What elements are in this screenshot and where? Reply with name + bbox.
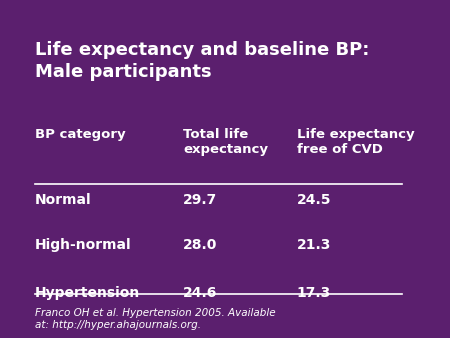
Text: Life expectancy and baseline BP:
Male participants: Life expectancy and baseline BP: Male pa…	[35, 41, 369, 81]
Text: 24.6: 24.6	[183, 286, 218, 299]
Text: 17.3: 17.3	[297, 286, 331, 299]
Text: 28.0: 28.0	[183, 238, 218, 252]
Text: BP category: BP category	[35, 128, 126, 141]
Text: Franco OH et al. Hypertension 2005. Available
at: http://hyper.ahajournals.org.: Franco OH et al. Hypertension 2005. Avai…	[35, 308, 275, 330]
Text: Normal: Normal	[35, 193, 91, 207]
Text: Total life
expectancy: Total life expectancy	[183, 128, 268, 156]
Text: Life expectancy
free of CVD: Life expectancy free of CVD	[297, 128, 414, 156]
Text: 21.3: 21.3	[297, 238, 331, 252]
Text: High-normal: High-normal	[35, 238, 131, 252]
Text: 29.7: 29.7	[183, 193, 217, 207]
Text: 24.5: 24.5	[297, 193, 331, 207]
Text: Hypertension: Hypertension	[35, 286, 140, 299]
